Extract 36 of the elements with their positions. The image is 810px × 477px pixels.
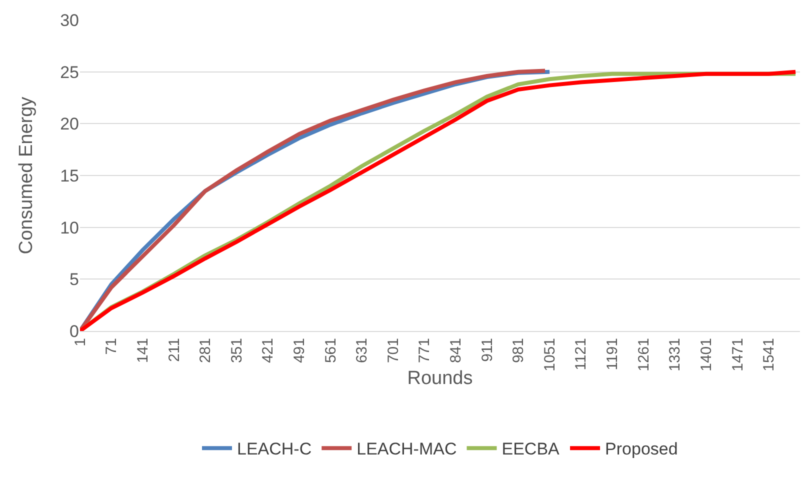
x-tick-label: 1191: [604, 338, 622, 370]
x-tick-label: 911: [478, 338, 496, 362]
x-tick-label: 141: [134, 338, 152, 364]
x-tick-label: 1051: [541, 338, 558, 372]
x-tick-label: 211: [166, 338, 183, 362]
y-tick-label: 10: [60, 218, 79, 238]
legend-label: EECBA: [502, 440, 560, 459]
y-tick-label: 5: [70, 270, 79, 290]
x-tick-label: 71: [103, 338, 120, 355]
y-tick-label: 30: [60, 10, 79, 30]
y-tick-label: 20: [60, 114, 79, 134]
x-tick-label: 491: [291, 338, 308, 364]
x-tick-label: 351: [228, 338, 246, 364]
y-tick-label: 15: [60, 166, 79, 186]
x-tick-label: 561: [322, 338, 340, 364]
x-tick-label: 771: [416, 338, 434, 364]
x-tick-label: 701: [384, 338, 402, 364]
x-tick-label: 421: [260, 338, 277, 364]
legend-label: LEACH-MAC: [356, 440, 457, 459]
x-tick-label: 631: [354, 338, 371, 364]
legend-label: Proposed: [605, 440, 678, 459]
x-tick-label: 1: [72, 338, 89, 346]
legend-label: LEACH-C: [237, 440, 312, 459]
x-tick-label: 981: [510, 338, 528, 364]
y-tick-label: 25: [60, 62, 79, 82]
x-tick-label: 1121: [572, 338, 590, 370]
x-tick-label: 1541: [760, 338, 778, 372]
x-tick-label: 1261: [635, 338, 652, 372]
x-tick-label: 1331: [666, 338, 684, 372]
x-tick-label: 841: [448, 338, 465, 364]
x-tick-label: 1471: [729, 338, 746, 372]
x-tick-label: 1401: [698, 338, 715, 372]
x-tick-label: 281: [197, 338, 214, 364]
y-axis-title: Consumed Energy: [16, 96, 37, 254]
y-tick-label: 0: [70, 322, 79, 341]
x-axis-title: Rounds: [407, 368, 473, 390]
